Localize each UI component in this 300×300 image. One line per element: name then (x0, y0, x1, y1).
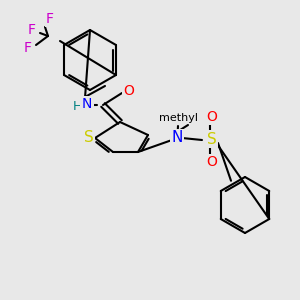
Text: F: F (28, 23, 36, 37)
Text: S: S (84, 130, 94, 145)
Text: O: O (207, 155, 218, 169)
Text: F: F (24, 41, 32, 55)
Text: S: S (207, 131, 217, 146)
Text: N: N (171, 130, 183, 146)
Text: O: O (124, 84, 134, 98)
Text: H: H (72, 100, 82, 112)
Text: O: O (207, 110, 218, 124)
Text: methyl: methyl (158, 113, 197, 123)
Text: N: N (82, 97, 92, 111)
Text: F: F (46, 12, 54, 26)
